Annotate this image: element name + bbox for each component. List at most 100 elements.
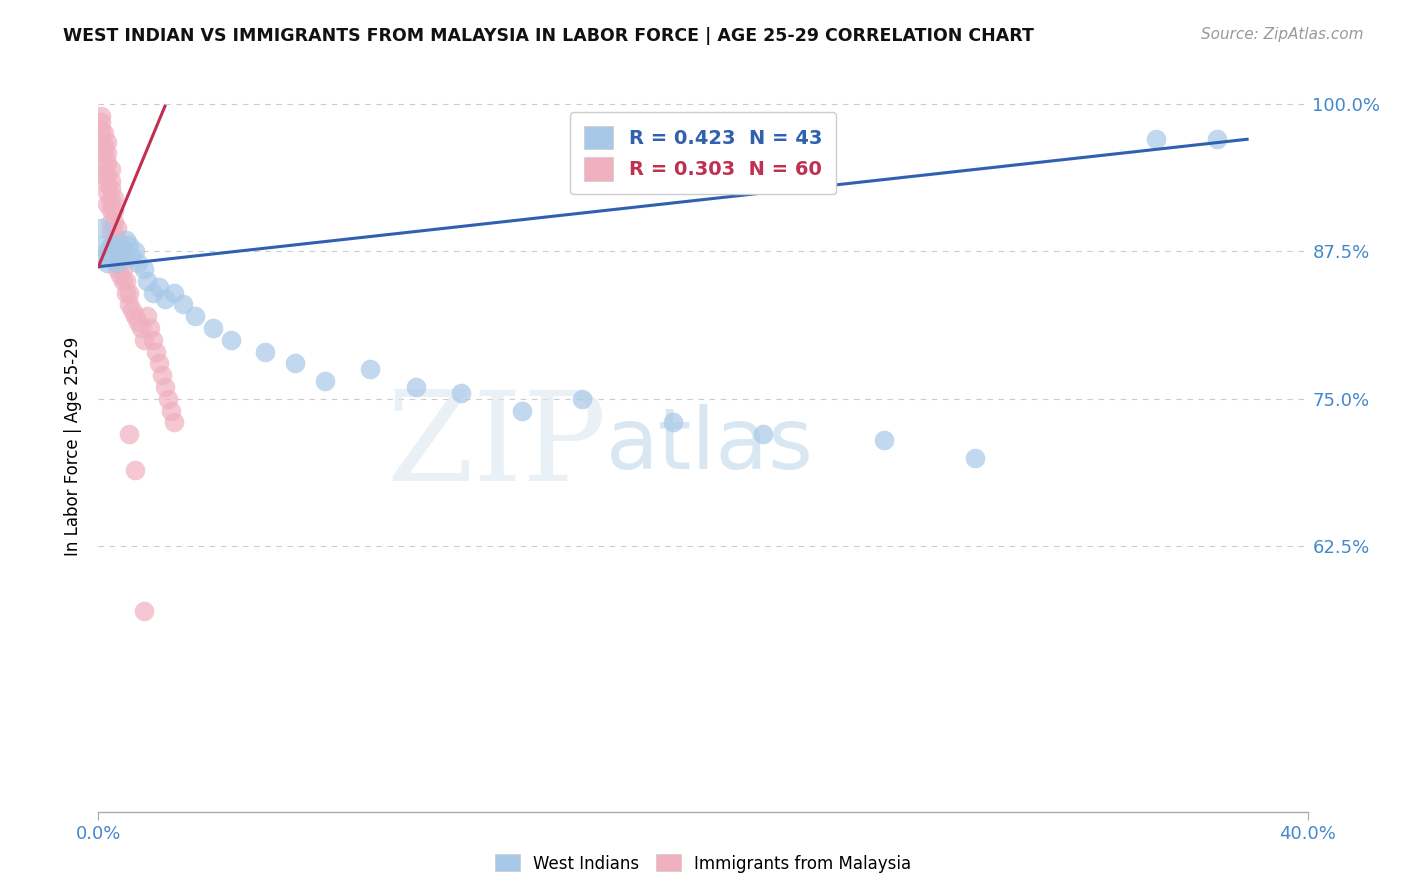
Point xyxy=(139,321,162,335)
Point xyxy=(108,256,131,270)
Point xyxy=(153,292,176,306)
Point xyxy=(111,262,134,277)
Point xyxy=(873,433,896,447)
Point xyxy=(121,250,143,264)
Point xyxy=(100,182,122,196)
Point xyxy=(153,380,176,394)
Point xyxy=(114,285,136,300)
Point xyxy=(96,146,118,161)
Point xyxy=(118,297,141,311)
Point xyxy=(93,127,115,141)
Point xyxy=(93,138,115,153)
Point xyxy=(103,227,125,241)
Point xyxy=(253,344,276,359)
Point xyxy=(150,368,173,383)
Point xyxy=(148,356,170,370)
Point xyxy=(142,285,165,300)
Point xyxy=(96,168,118,182)
Point xyxy=(156,392,179,406)
Point xyxy=(965,450,987,465)
Point xyxy=(510,403,533,417)
Point xyxy=(90,109,112,123)
Point xyxy=(360,362,382,376)
Point xyxy=(114,274,136,288)
Point xyxy=(124,462,146,476)
Point xyxy=(111,244,134,259)
Point xyxy=(118,285,141,300)
Point xyxy=(163,416,186,430)
Point xyxy=(135,310,157,324)
Point xyxy=(100,224,122,238)
Point xyxy=(105,244,128,259)
Point xyxy=(108,250,131,264)
Point xyxy=(93,146,115,161)
Point xyxy=(96,256,118,270)
Point xyxy=(114,233,136,247)
Point xyxy=(129,321,152,335)
Point xyxy=(100,194,122,208)
Point xyxy=(752,427,775,442)
Point xyxy=(148,279,170,293)
Point xyxy=(142,333,165,347)
Point xyxy=(103,202,125,217)
Point xyxy=(314,374,336,388)
Point xyxy=(90,135,112,149)
Point xyxy=(90,123,112,137)
Point xyxy=(100,215,122,229)
Point xyxy=(105,220,128,235)
Point xyxy=(100,238,122,252)
Point xyxy=(1206,132,1229,146)
Y-axis label: In Labor Force | Age 25-29: In Labor Force | Age 25-29 xyxy=(65,336,83,556)
Point xyxy=(100,202,122,217)
Point xyxy=(145,344,167,359)
Point xyxy=(132,333,155,347)
Point xyxy=(127,315,149,329)
Point xyxy=(93,250,115,264)
Point xyxy=(100,161,122,176)
Point xyxy=(221,333,243,347)
Point xyxy=(127,256,149,270)
Point xyxy=(103,191,125,205)
Point xyxy=(96,197,118,211)
Point xyxy=(124,310,146,324)
Point xyxy=(172,297,194,311)
Point xyxy=(105,256,128,270)
Point xyxy=(108,244,131,259)
Point xyxy=(184,310,207,324)
Point xyxy=(93,238,115,252)
Point xyxy=(93,158,115,172)
Point xyxy=(96,156,118,170)
Point xyxy=(405,380,427,394)
Point xyxy=(103,215,125,229)
Point xyxy=(103,238,125,252)
Point xyxy=(132,604,155,618)
Point xyxy=(135,274,157,288)
Point xyxy=(108,268,131,282)
Point xyxy=(160,403,183,417)
Point xyxy=(124,244,146,259)
Point xyxy=(450,385,472,400)
Legend: West Indians, Immigrants from Malaysia: West Indians, Immigrants from Malaysia xyxy=(488,847,918,880)
Point xyxy=(103,250,125,264)
Point xyxy=(108,238,131,252)
Point xyxy=(103,238,125,252)
Point xyxy=(90,114,112,128)
Point xyxy=(90,220,112,235)
Point xyxy=(93,168,115,182)
Point xyxy=(96,244,118,259)
Point xyxy=(571,392,593,406)
Point xyxy=(1144,132,1167,146)
Legend: R = 0.423  N = 43, R = 0.303  N = 60: R = 0.423 N = 43, R = 0.303 N = 60 xyxy=(571,112,835,194)
Point xyxy=(202,321,225,335)
Point xyxy=(284,356,307,370)
Point xyxy=(96,186,118,200)
Point xyxy=(132,262,155,277)
Text: atlas: atlas xyxy=(606,404,814,488)
Point xyxy=(96,135,118,149)
Point xyxy=(111,274,134,288)
Point xyxy=(118,238,141,252)
Text: ZIP: ZIP xyxy=(385,385,606,507)
Point xyxy=(105,233,128,247)
Point xyxy=(100,250,122,264)
Text: WEST INDIAN VS IMMIGRANTS FROM MALAYSIA IN LABOR FORCE | AGE 25-29 CORRELATION C: WEST INDIAN VS IMMIGRANTS FROM MALAYSIA … xyxy=(63,27,1035,45)
